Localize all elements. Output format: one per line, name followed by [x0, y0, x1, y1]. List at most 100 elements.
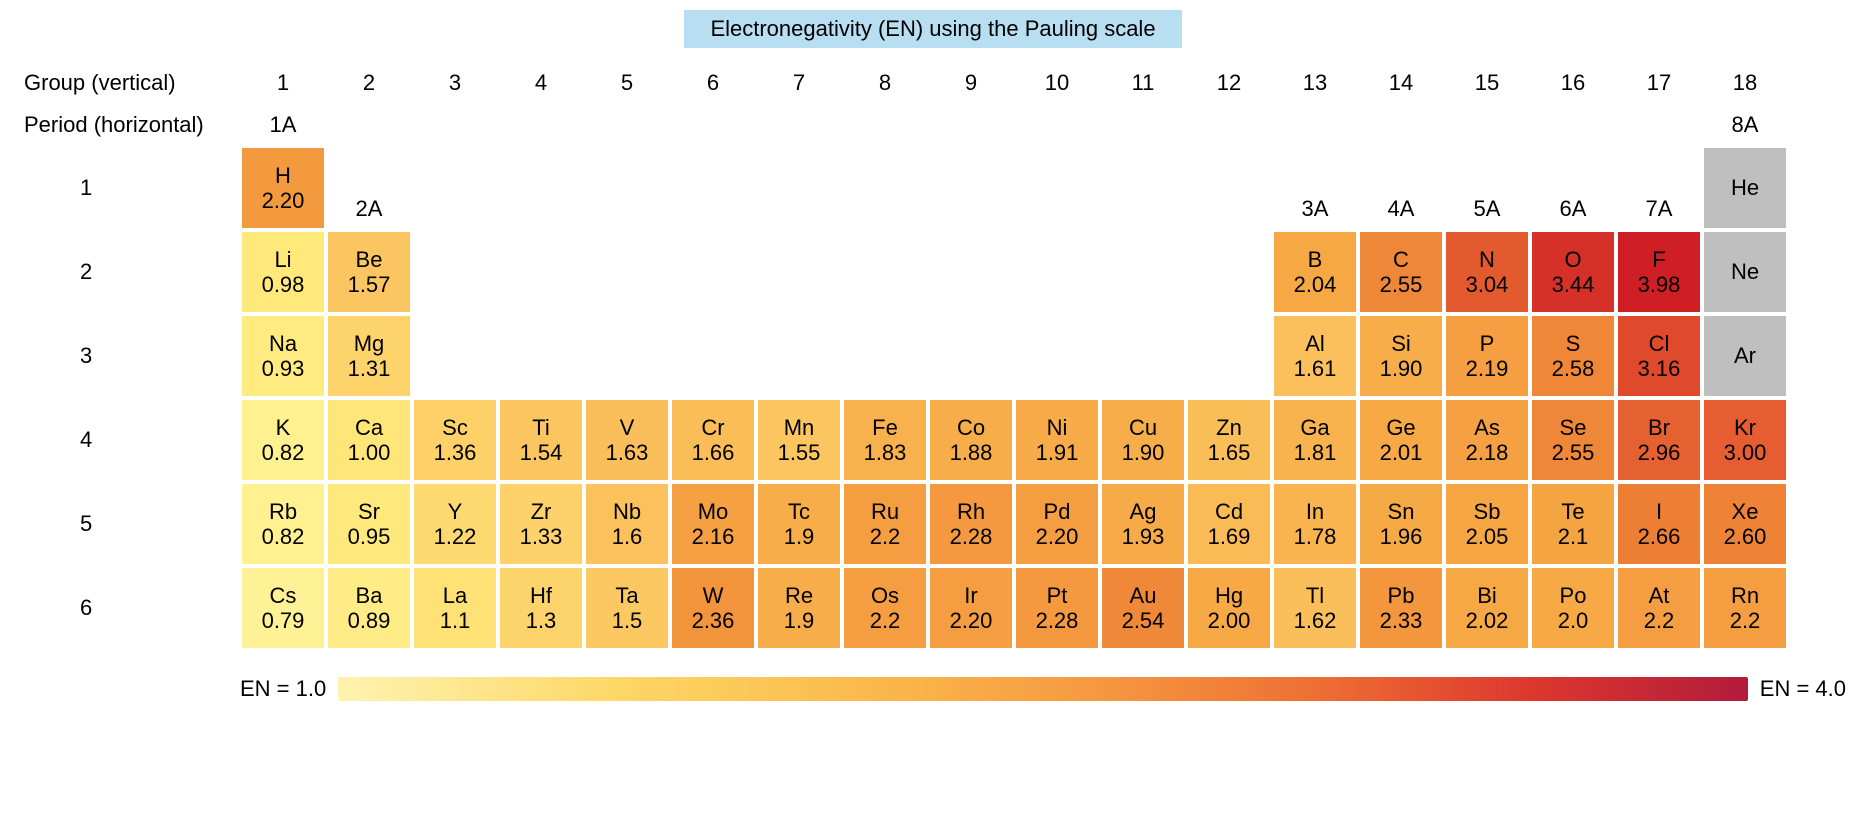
element-symbol: V	[620, 415, 635, 440]
element-symbol: K	[276, 415, 291, 440]
element-en-value: 1.88	[950, 440, 993, 465]
element-Ti: Ti1.54	[500, 400, 582, 480]
element-symbol: S	[1566, 331, 1581, 356]
element-Rb: Rb0.82	[242, 484, 324, 564]
element-Re: Re1.9	[758, 568, 840, 648]
element-Ni: Ni1.91	[1016, 400, 1098, 480]
element-Mn: Mn1.55	[758, 400, 840, 480]
element-symbol: Rb	[269, 499, 297, 524]
element-Sc: Sc1.36	[414, 400, 496, 480]
element-en-value: 2.1	[1558, 524, 1589, 549]
group-number-7: 7	[793, 70, 805, 96]
element-en-value: 2.60	[1724, 524, 1767, 549]
element-O: O3.44	[1532, 232, 1614, 312]
element-symbol: O	[1564, 247, 1581, 272]
element-Bi: Bi2.02	[1446, 568, 1528, 648]
period-number-4: 4	[20, 427, 92, 453]
element-symbol: Sr	[358, 499, 380, 524]
element-As: As2.18	[1446, 400, 1528, 480]
element-Hg: Hg2.00	[1188, 568, 1270, 648]
element-Al: Al1.61	[1274, 316, 1356, 396]
element-symbol: Rh	[957, 499, 985, 524]
element-Kr: Kr3.00	[1704, 400, 1786, 480]
element-en-value: 1.63	[606, 440, 649, 465]
element-en-value: 2.36	[692, 608, 735, 633]
element-symbol: Ar	[1734, 343, 1756, 368]
group-number-11: 11	[1132, 70, 1155, 96]
scale-high-label: EN = 4.0	[1760, 676, 1846, 702]
element-en-value: 1.00	[348, 440, 391, 465]
element-Cd: Cd1.69	[1188, 484, 1270, 564]
element-Cs: Cs0.79	[242, 568, 324, 648]
element-C: C2.55	[1360, 232, 1442, 312]
element-en-value: 1.62	[1294, 608, 1337, 633]
element-symbol: Kr	[1734, 415, 1756, 440]
element-symbol: Cu	[1129, 415, 1157, 440]
period-number-6: 6	[20, 595, 92, 621]
element-H: H2.20	[242, 148, 324, 228]
element-en-value: 2.01	[1380, 440, 1423, 465]
element-Na: Na0.93	[242, 316, 324, 396]
element-en-value: 2.96	[1638, 440, 1681, 465]
group-number-6: 6	[707, 70, 719, 96]
group-axis-label: Group (vertical)	[20, 70, 176, 96]
element-symbol: Na	[269, 331, 297, 356]
element-en-value: 2.54	[1122, 608, 1165, 633]
element-symbol: Cl	[1649, 331, 1670, 356]
element-Br: Br2.96	[1618, 400, 1700, 480]
element-en-value: 1.57	[348, 272, 391, 297]
group-number-13: 13	[1303, 70, 1327, 96]
element-en-value: 1.31	[348, 356, 391, 381]
element-en-value: 2.2	[870, 524, 901, 549]
title-bar: Electronegativity (EN) using the Pauling…	[20, 10, 1846, 48]
element-symbol: Ne	[1731, 259, 1759, 284]
element-symbol: Cr	[701, 415, 724, 440]
element-F: F3.98	[1618, 232, 1700, 312]
group-sublabel-2A: 2A	[356, 196, 383, 222]
element-Ne: Ne	[1704, 232, 1786, 312]
element-Y: Y1.22	[414, 484, 496, 564]
element-symbol: As	[1474, 415, 1500, 440]
group-number-16: 16	[1561, 70, 1585, 96]
element-en-value: 2.16	[692, 524, 735, 549]
element-symbol: Ni	[1047, 415, 1068, 440]
element-symbol: Se	[1560, 415, 1587, 440]
group-sublabel-8A: 8A	[1732, 112, 1759, 138]
element-symbol: Sn	[1388, 499, 1415, 524]
group-number-10: 10	[1045, 70, 1069, 96]
group-number-9: 9	[965, 70, 977, 96]
element-S: S2.58	[1532, 316, 1614, 396]
element-symbol: P	[1480, 331, 1495, 356]
element-symbol: Co	[957, 415, 985, 440]
element-symbol: Si	[1391, 331, 1411, 356]
element-Mo: Mo2.16	[672, 484, 754, 564]
element-symbol: Mn	[784, 415, 815, 440]
element-en-value: 1.33	[520, 524, 563, 549]
element-en-value: 2.04	[1294, 272, 1337, 297]
element-Ba: Ba0.89	[328, 568, 410, 648]
element-en-value: 3.00	[1724, 440, 1767, 465]
element-en-value: 2.0	[1558, 608, 1589, 633]
element-en-value: 1.36	[434, 440, 477, 465]
element-V: V1.63	[586, 400, 668, 480]
element-symbol: Cs	[270, 583, 297, 608]
element-en-value: 3.44	[1552, 272, 1595, 297]
element-Co: Co1.88	[930, 400, 1012, 480]
element-en-value: 2.2	[1644, 608, 1675, 633]
element-At: At2.2	[1618, 568, 1700, 648]
element-en-value: 1.90	[1380, 356, 1423, 381]
element-symbol: Hf	[530, 583, 552, 608]
element-symbol: B	[1308, 247, 1323, 272]
element-symbol: Pb	[1388, 583, 1415, 608]
element-en-value: 1.6	[612, 524, 643, 549]
element-en-value: 2.20	[262, 188, 305, 213]
element-Zr: Zr1.33	[500, 484, 582, 564]
element-symbol: Y	[448, 499, 463, 524]
element-en-value: 2.00	[1208, 608, 1251, 633]
group-number-15: 15	[1475, 70, 1499, 96]
element-Ge: Ge2.01	[1360, 400, 1442, 480]
element-en-value: 0.95	[348, 524, 391, 549]
element-en-value: 3.16	[1638, 356, 1681, 381]
element-P: P2.19	[1446, 316, 1528, 396]
element-en-value: 1.96	[1380, 524, 1423, 549]
